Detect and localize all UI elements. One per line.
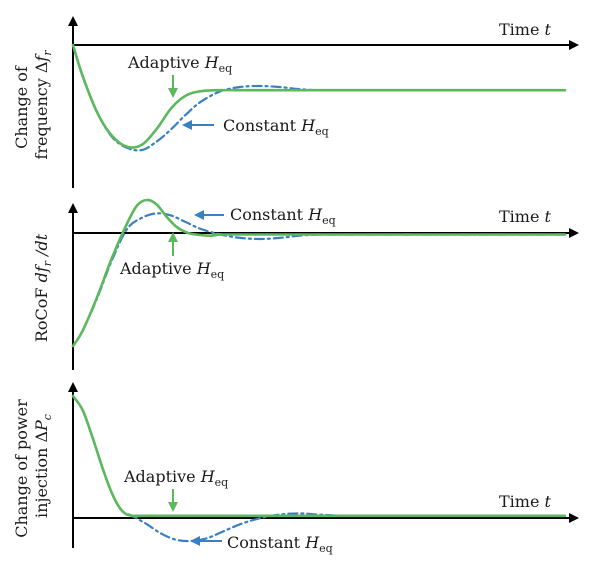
panel1-series-adaptive [71, 43, 567, 149]
panel-rocof: Time t RoCoF dfr /dt Constant Heq Adapti… [32, 198, 579, 370]
panel3-x-label: Time t [499, 492, 552, 511]
panel2-annotation-constant: Constant Heq [230, 205, 336, 227]
panel3-y-label: Change of power injection ΔPc [12, 394, 54, 538]
panel1-annotation-adaptive: Adaptive Heq [127, 53, 232, 75]
panel2-x-label: Time t [499, 207, 552, 226]
panel-frequency: Time t Change of frequency Δfr Adaptive … [12, 16, 579, 188]
panel1-annotation-constant: Constant Heq [223, 116, 329, 138]
panel1-x-label: Time t [499, 20, 552, 39]
panel3-annotation-constant: Constant Heq [227, 533, 333, 555]
panel2-series-adaptive [71, 198, 567, 348]
panel2-annotation-adaptive: Adaptive Heq [119, 259, 224, 281]
panel3-annotation-adaptive: Adaptive Heq [123, 467, 228, 489]
panel-power: Time t Change of power injection ΔPc Ada… [12, 382, 579, 555]
panel2-y-label: RoCoF dfr /dt [32, 233, 54, 342]
panel3-series-adaptive [71, 394, 567, 518]
panel1-y-label: Change of frequency Δfr [12, 50, 54, 160]
